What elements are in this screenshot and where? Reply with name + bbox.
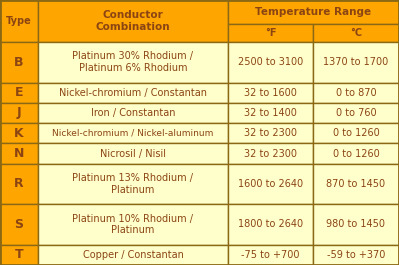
- Bar: [0, 245, 38, 265]
- Text: 32 to 2300: 32 to 2300: [244, 148, 297, 158]
- Text: °C: °C: [350, 28, 362, 38]
- Text: Temperature Range: Temperature Range: [255, 7, 371, 17]
- Text: 2500 to 3100: 2500 to 3100: [238, 57, 303, 67]
- Text: 1800 to 2640: 1800 to 2640: [238, 219, 303, 229]
- Bar: [0, 0, 38, 42]
- Bar: [0, 164, 38, 204]
- Bar: [0, 123, 38, 143]
- Bar: [313, 143, 399, 164]
- Bar: [38, 82, 228, 103]
- Text: -59 to +370: -59 to +370: [327, 250, 385, 260]
- Text: T: T: [15, 248, 23, 261]
- Bar: [0, 143, 38, 164]
- Text: 0 to 760: 0 to 760: [336, 108, 376, 118]
- Bar: [228, 42, 313, 82]
- Bar: [313, 245, 399, 265]
- Bar: [38, 143, 228, 164]
- Bar: [228, 245, 313, 265]
- Text: 1370 to 1700: 1370 to 1700: [323, 57, 389, 67]
- Text: 32 to 1400: 32 to 1400: [244, 108, 297, 118]
- Bar: [228, 24, 313, 42]
- Text: Nicrosil / Nisil: Nicrosil / Nisil: [100, 148, 166, 158]
- Text: 1600 to 2640: 1600 to 2640: [238, 179, 303, 189]
- Bar: [38, 245, 228, 265]
- Bar: [0, 103, 38, 123]
- Bar: [313, 24, 399, 42]
- Text: B: B: [14, 56, 24, 69]
- Text: Conductor
Combination: Conductor Combination: [96, 10, 170, 32]
- Text: E: E: [15, 86, 23, 99]
- Bar: [228, 123, 313, 143]
- Bar: [38, 103, 228, 123]
- Bar: [0, 42, 38, 82]
- Bar: [228, 0, 399, 24]
- Bar: [38, 42, 228, 82]
- Text: Type: Type: [6, 16, 32, 26]
- Bar: [38, 164, 228, 204]
- Text: Platinum 30% Rhodium /
Platinum 6% Rhodium: Platinum 30% Rhodium / Platinum 6% Rhodi…: [73, 51, 194, 73]
- Text: 870 to 1450: 870 to 1450: [326, 179, 385, 189]
- Bar: [0, 0, 399, 42]
- Bar: [313, 123, 399, 143]
- Bar: [228, 164, 313, 204]
- Text: 0 to 1260: 0 to 1260: [333, 128, 379, 138]
- Bar: [38, 123, 228, 143]
- Bar: [313, 82, 399, 103]
- Text: N: N: [14, 147, 24, 160]
- Text: 980 to 1450: 980 to 1450: [326, 219, 385, 229]
- Text: Iron / Constantan: Iron / Constantan: [91, 108, 175, 118]
- Text: Nickel-chromium / Constantan: Nickel-chromium / Constantan: [59, 88, 207, 98]
- Bar: [228, 143, 313, 164]
- Text: K: K: [14, 127, 24, 140]
- Bar: [38, 204, 228, 245]
- Bar: [313, 204, 399, 245]
- Text: 0 to 1260: 0 to 1260: [333, 148, 379, 158]
- Text: R: R: [14, 177, 24, 191]
- Text: J: J: [17, 107, 21, 120]
- Text: Platinum 10% Rhodium /
Platinum: Platinum 10% Rhodium / Platinum: [73, 214, 194, 235]
- Bar: [313, 164, 399, 204]
- Bar: [313, 42, 399, 82]
- Bar: [228, 103, 313, 123]
- Text: 0 to 870: 0 to 870: [336, 88, 376, 98]
- Bar: [0, 204, 38, 245]
- Bar: [38, 0, 228, 42]
- Text: 32 to 1600: 32 to 1600: [244, 88, 297, 98]
- Text: Copper / Constantan: Copper / Constantan: [83, 250, 184, 260]
- Bar: [228, 82, 313, 103]
- Text: 32 to 2300: 32 to 2300: [244, 128, 297, 138]
- Text: Platinum 13% Rhodium /
Platinum: Platinum 13% Rhodium / Platinum: [73, 173, 194, 195]
- Bar: [228, 204, 313, 245]
- Bar: [313, 103, 399, 123]
- Text: S: S: [14, 218, 24, 231]
- Bar: [0, 82, 38, 103]
- Text: °F: °F: [265, 28, 276, 38]
- Text: Nickel-chromium / Nickel-aluminum: Nickel-chromium / Nickel-aluminum: [52, 129, 214, 138]
- Text: -75 to +700: -75 to +700: [241, 250, 300, 260]
